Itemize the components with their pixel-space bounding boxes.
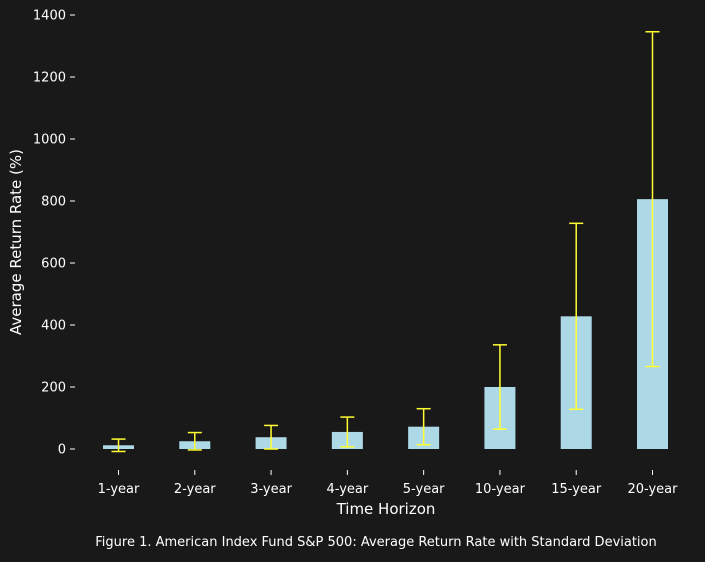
error-bar-4-year	[340, 416, 355, 448]
error-bar-2-year	[187, 431, 202, 451]
y-axis: 0 200 400 600 800 1000 1200 1400	[33, 9, 75, 458]
x-tick-label: 20-year	[627, 482, 678, 497]
bar-chart: 0 200 400 600 800 1000 1200 1400 1-year 2-year 3-…	[7, 9, 678, 519]
x-tick-label: 15-year	[551, 482, 602, 497]
figure-caption: Figure 1. American Index Fund S&P 500: A…	[95, 535, 657, 550]
x-tick-label: 1-year	[98, 482, 140, 497]
y-tick-label: 1200	[33, 71, 66, 86]
error-bar-1-year	[111, 438, 126, 453]
y-axis-label: Average Return Rate (%)	[7, 149, 25, 335]
x-tick-label: 3-year	[250, 482, 292, 497]
y-tick-label: 400	[41, 319, 66, 334]
y-tick-label: 600	[41, 257, 66, 272]
error-bar-15-year	[569, 222, 584, 411]
error-bar-3-year	[264, 424, 279, 450]
x-tick-label: 5-year	[403, 482, 445, 497]
bars	[103, 199, 668, 449]
y-tick-label: 800	[41, 195, 66, 210]
y-tick-label: 200	[41, 381, 66, 396]
y-tick-label: 0	[58, 443, 66, 458]
x-tick-label: 4-year	[326, 482, 368, 497]
y-tick-label: 1000	[33, 133, 66, 148]
x-tick-label: 2-year	[174, 482, 216, 497]
error-bar-5-year	[416, 407, 431, 446]
y-tick-label: 1400	[33, 9, 66, 24]
error-bar-20-year	[645, 30, 660, 368]
x-tick-label: 10-year	[475, 482, 526, 497]
x-axis-label: Time Horizon	[336, 500, 436, 518]
error-bar-10-year	[492, 344, 507, 430]
x-axis: 1-year 2-year 3-year 4-year 5-year 10-year 15-…	[98, 470, 678, 497]
error-bars	[111, 30, 660, 453]
